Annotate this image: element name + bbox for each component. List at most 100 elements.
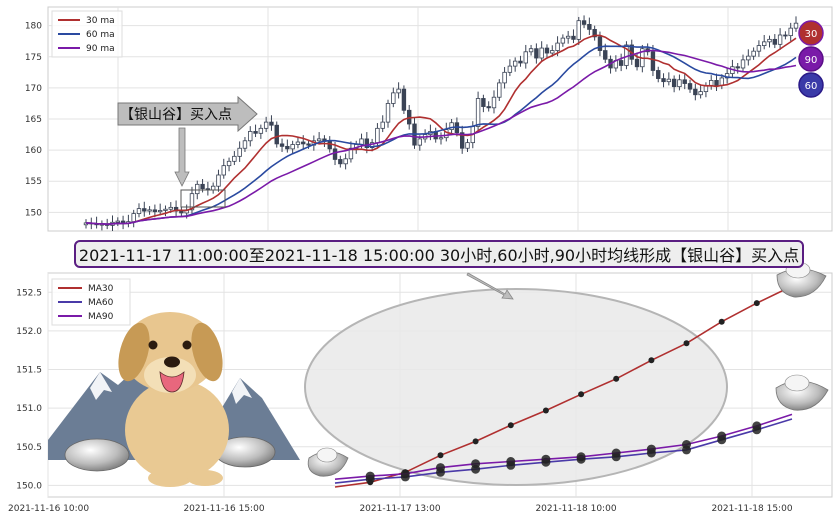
bottom-y-tick-label: 152.5 — [16, 288, 42, 298]
ma-point — [437, 452, 444, 459]
candle — [385, 99, 391, 128]
candle — [221, 158, 226, 179]
candle — [263, 116, 269, 133]
candle — [740, 54, 746, 72]
candle — [507, 59, 513, 77]
annotation-label: 【银山谷】买入点 — [120, 107, 232, 123]
ma-point — [578, 391, 585, 398]
candle — [248, 126, 253, 147]
ma-point — [506, 457, 516, 466]
top-y-tick-label: 175 — [25, 53, 42, 63]
top-ma60-line — [85, 45, 797, 226]
decor-illustration — [48, 312, 300, 487]
top-ma90-line — [85, 49, 797, 226]
candle — [687, 79, 693, 93]
candle — [783, 31, 788, 40]
summary-banner: 2021-11-17 11:00:00至2021-11-18 15:00:00 … — [74, 240, 804, 268]
candle — [772, 34, 778, 49]
candle — [560, 34, 566, 47]
buy-point-box — [180, 189, 226, 208]
legend-ma90: MA90 — [88, 312, 114, 322]
ma-point — [541, 454, 551, 464]
candle — [762, 35, 767, 50]
candle — [459, 125, 465, 154]
candle — [253, 124, 258, 138]
candle — [571, 29, 576, 44]
candle — [232, 151, 237, 166]
candle — [157, 203, 163, 216]
candle — [475, 91, 481, 131]
bottom-legend: MA30 MA60 MA90 — [51, 278, 131, 326]
candlestick-series — [83, 15, 799, 231]
candle — [497, 79, 502, 101]
top-y-tick-label: 160 — [25, 146, 42, 156]
ma-point — [717, 431, 727, 441]
bottom-x-axis: 2021-11-16 10:00 2021-11-16 15:00 2021-11-… — [8, 504, 793, 514]
candle — [396, 82, 401, 99]
candle — [682, 72, 687, 90]
top-grid — [48, 7, 832, 231]
ma-point — [542, 407, 549, 414]
candle — [512, 57, 518, 72]
candle — [518, 55, 523, 67]
candle — [301, 135, 306, 150]
bottom-x-tick-label: 2021-11-18 10:00 — [535, 504, 616, 514]
candle — [724, 68, 730, 84]
badge-90: 90 — [805, 55, 818, 66]
candle — [544, 44, 550, 59]
candle — [576, 16, 581, 45]
candle — [587, 17, 592, 35]
bottom-ma30-line — [334, 285, 793, 488]
ma-point — [718, 318, 725, 325]
ingot-markers — [307, 261, 829, 477]
candle — [767, 35, 772, 48]
ma-point — [365, 471, 375, 481]
bottom-y-tick-label: 151.0 — [16, 404, 42, 414]
ingot-left — [64, 438, 130, 472]
bottom-x-tick-label: 2021-11-16 10:00 — [8, 504, 89, 514]
candle — [380, 115, 385, 133]
candle — [539, 41, 544, 62]
bottom-y-tick-label: 151.5 — [16, 366, 42, 376]
ma-point — [472, 438, 479, 445]
ma-point — [648, 357, 655, 364]
candle — [656, 66, 661, 83]
candle — [481, 94, 486, 113]
badge-30: 30 — [805, 29, 818, 40]
candle — [491, 90, 497, 114]
bottom-y-tick-label: 150.5 — [16, 443, 42, 453]
candle — [592, 25, 597, 41]
top-y-tick-label: 170 — [25, 84, 42, 94]
highlight-ellipse — [304, 288, 728, 486]
candle — [693, 83, 698, 101]
candle — [666, 72, 672, 86]
candle — [735, 63, 740, 74]
top-ma30-line — [85, 34, 797, 226]
candle — [756, 40, 762, 57]
candle — [581, 15, 587, 29]
candle — [746, 49, 751, 66]
pointer-arrow — [466, 272, 514, 300]
candle — [147, 206, 152, 215]
candle — [295, 136, 301, 149]
candle — [237, 141, 242, 162]
candle — [671, 75, 677, 93]
candle — [793, 16, 799, 32]
candle — [391, 87, 396, 108]
legend-ma60: MA60 — [88, 298, 114, 308]
candle — [502, 67, 507, 89]
ma-point — [683, 340, 690, 347]
bottom-y-tick-label: 150.0 — [16, 481, 42, 491]
ma-point — [471, 459, 481, 469]
legend-90ma: 90 ma — [86, 44, 115, 54]
bottom-x-tick-label: 2021-11-18 15:00 — [711, 504, 792, 514]
candle — [465, 138, 470, 152]
ma-point — [646, 444, 656, 454]
candle — [115, 217, 120, 227]
bottom-x-tick-label: 2021-11-16 15:00 — [183, 504, 264, 514]
candle — [698, 84, 703, 99]
bottom-moving-averages — [334, 285, 793, 488]
annotation-arrow-shape — [117, 95, 258, 133]
candle — [486, 101, 491, 112]
